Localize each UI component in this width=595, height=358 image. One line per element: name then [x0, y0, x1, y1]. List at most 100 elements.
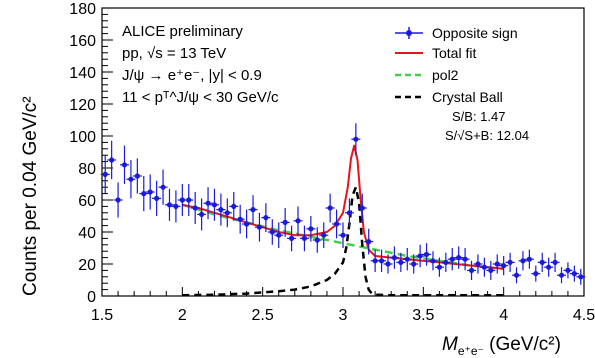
data-point-marker: [141, 191, 147, 197]
data-point-marker: [398, 259, 404, 265]
data-point-marker: [494, 261, 500, 267]
data-point: [132, 158, 142, 194]
x-tick-label: 4: [499, 307, 508, 324]
data-point: [100, 155, 110, 194]
data-point: [396, 252, 406, 272]
data-point: [563, 262, 573, 279]
data-point-marker: [417, 253, 423, 259]
data-point-marker: [333, 221, 340, 227]
y-tick-label: 140: [69, 65, 96, 82]
data-point-marker: [147, 189, 153, 195]
data-point-marker: [256, 224, 263, 230]
data-point: [216, 193, 226, 226]
data-point: [351, 123, 361, 156]
data-point: [235, 204, 245, 234]
data-point: [569, 265, 579, 282]
data-point-marker: [263, 215, 269, 221]
data-point: [152, 180, 162, 216]
y-axis-label: Counts per 0.04 GeV/c²: [20, 96, 41, 296]
x-tick-label: 3: [339, 307, 348, 324]
data-point-marker: [456, 255, 462, 261]
data-point: [325, 193, 335, 223]
data-point: [389, 246, 399, 269]
data-point: [460, 248, 470, 271]
data-point-marker: [327, 205, 333, 211]
data-point: [338, 222, 348, 248]
y-tick-label: 180: [69, 1, 96, 18]
data-point: [299, 225, 309, 252]
data-point-marker: [314, 237, 320, 243]
data-point: [197, 198, 207, 231]
data-point-marker: [366, 239, 372, 245]
total-fit-curve: [182, 144, 504, 270]
data-point: [550, 252, 560, 272]
y-tick-label: 40: [78, 225, 96, 242]
data-point-marker: [565, 267, 571, 273]
data-point-marker: [404, 256, 410, 262]
data-point: [344, 198, 354, 228]
data-point: [473, 254, 483, 274]
data-point: [293, 206, 303, 236]
data-point: [447, 248, 457, 271]
legend-pol2-label: pol2: [432, 67, 459, 83]
data-point-marker: [391, 255, 398, 261]
x-tick-label: 3.5: [412, 307, 434, 324]
data-point: [209, 188, 219, 221]
data-point: [557, 267, 567, 284]
data-point-marker: [558, 272, 565, 278]
data-point: [524, 249, 534, 269]
data-point-marker: [546, 264, 552, 270]
data-point-marker: [321, 232, 327, 238]
data-point-marker: [513, 272, 520, 278]
data-point: [274, 222, 284, 248]
data-point: [479, 257, 489, 277]
x-tick-label: 2: [178, 307, 187, 324]
data-point-marker: [173, 203, 179, 209]
data-point-marker: [449, 256, 455, 262]
data-point: [107, 140, 117, 180]
data-point-marker: [276, 232, 282, 238]
data-point: [422, 243, 432, 266]
data-point: [383, 254, 393, 274]
data-point: [492, 254, 502, 274]
axis-ticks: [101, 7, 585, 297]
data-point: [280, 208, 290, 237]
data-point-marker: [359, 205, 365, 211]
data-point-marker: [501, 263, 507, 269]
data-point: [306, 216, 316, 242]
data-point-marker: [507, 259, 513, 265]
data-point-marker: [282, 219, 288, 225]
data-point: [261, 203, 271, 232]
data-point-marker: [301, 235, 308, 241]
data-point: [486, 260, 496, 280]
data-point-marker: [378, 258, 385, 264]
data-point-marker: [237, 216, 243, 222]
data-point-marker: [436, 264, 442, 270]
data-point: [222, 198, 232, 228]
data-point-marker: [134, 173, 140, 179]
annotation-energy: pp, √s = 13 TeV: [122, 45, 226, 62]
x-tick-label: 4.5: [573, 307, 595, 324]
legend-opposite-sign-label: Opposite sign: [432, 25, 518, 41]
data-point-marker: [199, 211, 205, 217]
data-point-marker: [533, 271, 539, 277]
data-point-marker: [160, 184, 166, 190]
data-point-marker: [121, 162, 128, 168]
data-point-marker: [269, 229, 275, 235]
legend-opposite-sign-marker: [406, 30, 412, 36]
data-point-marker: [244, 221, 250, 227]
data-point-marker: [231, 203, 237, 209]
y-tick-label: 0: [87, 289, 96, 306]
annotation-pt-range: 11 < pᵀ^J/ψ < 30 GeV/c: [122, 89, 279, 106]
y-tick-label: 20: [78, 257, 96, 274]
data-point-marker: [526, 256, 532, 262]
x-tick-labels: 1.5 2 2.5 3 3.5 4 4.5: [91, 307, 595, 324]
y-tick-label: 120: [69, 97, 96, 114]
significance: S/√S+B: 12.04: [445, 128, 529, 143]
data-point-marker: [186, 197, 192, 203]
data-point-marker: [154, 195, 160, 201]
legend: Opposite sign Total fit pol2 Crystal Bal…: [395, 25, 529, 143]
data-point: [531, 265, 541, 282]
x-axis-label: Me⁺e⁻ (GeV/c²): [442, 334, 561, 358]
